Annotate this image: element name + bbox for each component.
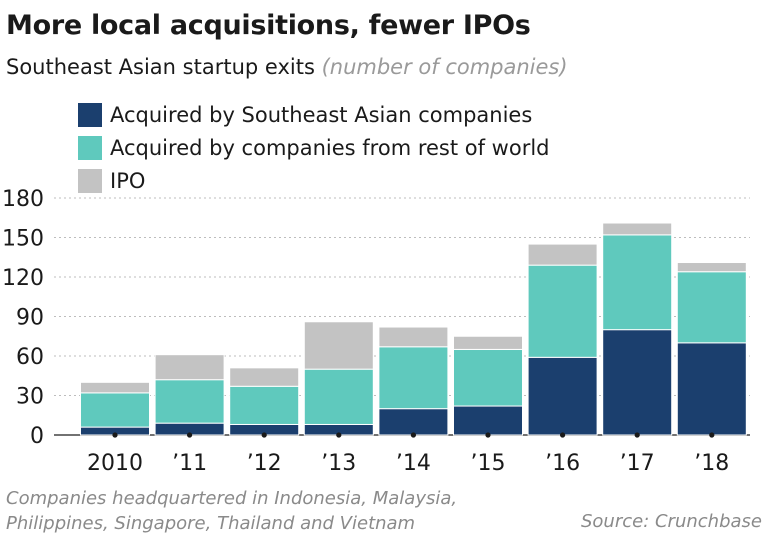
y-tick-label: 180: [2, 187, 44, 212]
legend-label-ipo: IPO: [110, 168, 146, 193]
x-tick-label: ’16: [545, 451, 580, 476]
bar-segment: [602, 234, 673, 331]
bar-segment: [453, 405, 523, 436]
y-tick-label: 90: [16, 306, 44, 331]
legend-swatch-local: [78, 102, 102, 127]
bar-segment: [602, 329, 673, 436]
bar-segment: [229, 385, 300, 425]
subtitle-text: Southeast Asian startup exits: [6, 55, 315, 79]
chart-title: More local acquisitions, fewer IPOs: [6, 10, 531, 41]
x-tick-label: ’15: [471, 451, 506, 476]
chart-subtitle: Southeast Asian startup exits (number of…: [6, 55, 568, 79]
x-tick-mark: [410, 432, 416, 438]
bar-segment: [602, 222, 673, 236]
y-tick-label: 0: [30, 424, 44, 449]
legend-label-world: Acquired by companies from rest of world: [110, 135, 550, 160]
x-tick-label: ’14: [396, 451, 431, 476]
x-tick-mark: [336, 432, 342, 438]
footnote-line-1: Companies headquartered in Indonesia, Ma…: [6, 488, 458, 509]
subtitle-unit: (number of companies): [321, 55, 568, 79]
bar-segment: [676, 342, 747, 436]
x-tick-mark: [709, 432, 715, 438]
bar-segment: [527, 356, 598, 436]
bar-segment: [453, 348, 523, 407]
x-tick-label: ’13: [321, 451, 356, 476]
legend-swatch-ipo: [78, 168, 102, 193]
legend-item-ipo: IPO: [78, 164, 550, 197]
y-tick-label: 30: [16, 385, 44, 410]
legend-item-local: Acquired by Southeast Asian companies: [78, 98, 550, 131]
x-tick-label: ’17: [620, 451, 655, 476]
legend-label-local: Acquired by Southeast Asian companies: [110, 102, 533, 127]
bar-segment: [378, 346, 449, 410]
bar-segment: [676, 271, 747, 344]
bar-segment: [527, 264, 598, 358]
bar-segment: [378, 326, 449, 348]
x-tick-label: ’18: [694, 451, 729, 476]
bar-segment: [229, 367, 300, 387]
x-tick-mark: [560, 432, 566, 438]
y-tick-label: 60: [16, 345, 44, 370]
footnote: Companies headquartered in Indonesia, Ma…: [6, 486, 457, 536]
bar-segment: [303, 368, 374, 425]
bar-segment: [303, 321, 374, 370]
x-tick-label: 2010: [87, 451, 143, 476]
bar-segment: [378, 408, 449, 436]
x-tick-mark: [112, 432, 118, 438]
bar-segment: [154, 379, 225, 424]
x-tick-mark: [261, 432, 267, 438]
x-tick-label: ’12: [247, 451, 282, 476]
bar-segment: [676, 262, 747, 273]
bar-segment: [80, 381, 150, 394]
footnote-line-2: Philippines, Singapore, Thailand and Vie…: [6, 513, 416, 534]
x-tick-label: ’11: [172, 451, 207, 476]
y-tick-label: 150: [2, 227, 44, 252]
bar-segment: [453, 335, 523, 350]
source-note: Source: Crunchbase: [580, 511, 762, 532]
x-tick-mark: [187, 432, 193, 438]
legend-swatch-world: [78, 135, 102, 160]
x-tick-mark: [634, 432, 640, 438]
legend-item-world: Acquired by companies from rest of world: [78, 131, 550, 164]
stacked-bar-chart: 0 30 60 90 120 150 180 2010 ’11 ’12 ’13 ’14 ’15 ’16 ’1…: [2, 187, 750, 476]
bar-segment: [154, 354, 225, 381]
x-tick-mark: [485, 432, 491, 438]
legend: Acquired by Southeast Asian companies Ac…: [78, 98, 550, 197]
y-tick-label: 120: [2, 266, 44, 291]
bar-segment: [527, 243, 598, 266]
bar-segment: [80, 392, 150, 428]
